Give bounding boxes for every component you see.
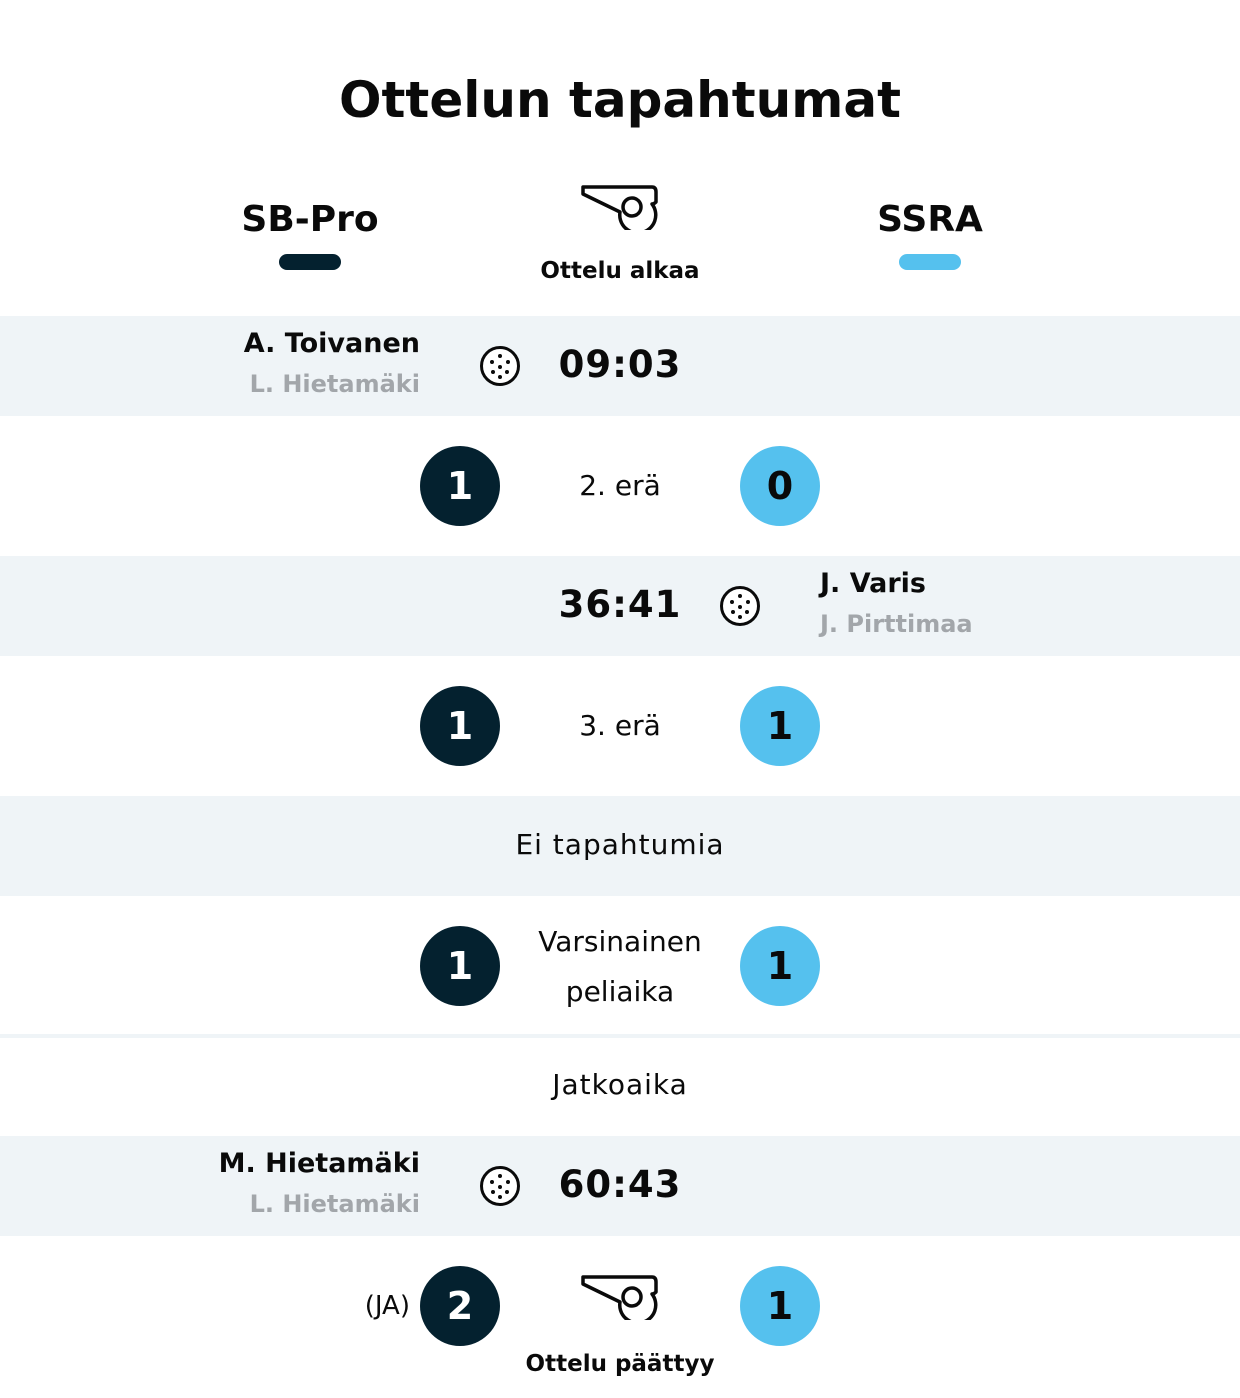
event-2-scorer: J. Varis [820,568,926,599]
no-events-label: Ei tapahtumia [515,828,725,861]
period-3-away-score: 1 [740,686,820,766]
floorball-icon [480,346,520,386]
whistle-icon [581,1275,658,1320]
period-2-home-score: 1 [420,446,500,526]
event-2-time: 36:41 [558,583,682,626]
event-1-assist: L. Hietamäki [249,370,420,398]
overtime-label: Jatkoaika [552,1068,688,1101]
period-2-label: 2. erä [579,469,661,502]
event-row-2 [0,556,1240,656]
event-1-scorer: A. Toivanen [243,328,420,359]
page-title: Ottelun tapahtumat [339,71,901,129]
home-team-color-bar [279,254,341,270]
whistle-icon [581,185,658,230]
event-3-time: 60:43 [558,1163,682,1206]
regulation-label-line1: Varsinainen [538,925,702,958]
overtime-suffix: (JA) [364,1291,410,1321]
home-team-name: SB-Pro [241,199,379,240]
event-3-scorer: M. Hietamäki [218,1148,420,1179]
event-3-assist: L. Hietamäki [249,1190,420,1218]
match-end-label: Ottelu päättyy [525,1351,715,1377]
no-events-row [0,796,1240,896]
regulation-label-line2: peliaika [565,975,675,1008]
final-away-score: 1 [740,1266,820,1346]
match-start-label: Ottelu alkaa [540,258,700,284]
period-2-away-score: 0 [740,446,820,526]
regulation-home-score: 1 [420,926,500,1006]
event-2-assist: J. Pirttimaa [820,610,973,638]
regulation-away-score: 1 [740,926,820,1006]
section-divider [0,1034,1240,1038]
event-row-1 [0,316,1240,416]
period-3-home-score: 1 [420,686,500,766]
period-3-label: 3. erä [579,709,661,742]
event-row-3 [0,1136,1240,1236]
final-home-score: 2 [420,1266,500,1346]
away-team-name: SSRA [877,199,983,240]
floorball-icon [480,1166,520,1206]
away-team-color-bar [899,254,961,270]
event-1-time: 09:03 [558,343,682,386]
floorball-icon [720,586,760,626]
